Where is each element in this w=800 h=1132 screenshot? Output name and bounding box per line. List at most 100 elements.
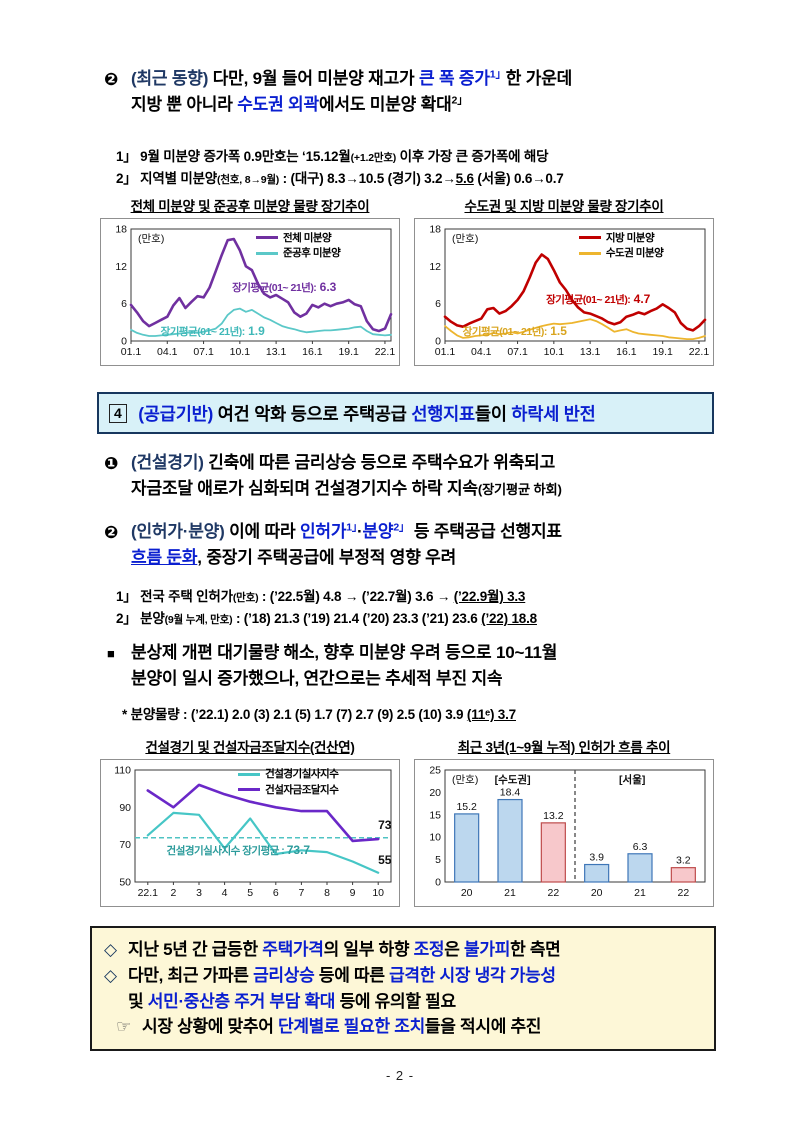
figure-construction-index: 건설경기 및 건설자금조달지수(건산연) 50 70 90 110 22.1 2 3 4 5 6 7… [100,736,400,907]
square-bullet-icon: ■ [107,646,115,661]
text-run: * 분양물량 : (’22.1) 2.0 (3) 2.1 (5) 1.7 (7)… [122,707,467,722]
legend-line-swatch [578,236,601,240]
x-tick-label: 7 [298,887,304,899]
x-tick-label: 6 [273,887,279,899]
bar [454,813,480,883]
paragraph-text: (최근 동향) 다만, 9월 들어 미분양 재고가 큰 폭 증가1」한 가운데 지… [131,68,572,114]
chart-annotation: 55 [378,853,392,868]
plot-border [130,228,392,342]
text-run: 2」 [393,521,410,534]
chart-region-unsold: 0 6 12 18 (만호) 01.1 04.1 07.1 10.1 13.1 16.1 19.1 22… [414,218,714,366]
text-run: 이에 따라 [224,522,300,541]
paragraph-text: 분상제 개편 대기물량 해소, 향후 미분양 우려 등으로 10~11월 분양이 … [131,643,557,688]
text-run: 주택가격 [262,940,324,959]
y-tick-label: 20 [429,787,441,799]
text-run: 에서도 미분양 확대 [318,94,452,114]
text-run: (인허가·분양) [131,522,225,541]
text-run: 불가피 [464,940,511,959]
page-number: - 2 - [385,1068,415,1083]
legend-label: 지방 미분양 [605,231,655,244]
figure-region-unsold: 수도권 및 지방 미분양 물량 장기추이 0 6 12 18 (만호) 01.1 04.1 0… [414,195,714,366]
text-run: 들이 [474,404,512,424]
y-tick-label: 0 [435,877,441,889]
text-run: 서민·중산층 주거 부담 확대 [147,991,336,1011]
text-run: 등 주택공급 선행지표 [409,522,562,541]
section-header-supply-base: 4 (공급기반) 여건 악화 등으로 주택공급 선행지표들이 하락세 반전 [97,392,714,434]
summary-text: 다만, 최근 가파른 금리상승 등에 따른 급격한 시장 냉각 가능성 및 서민·… [128,966,556,1011]
text-run: 한 측면 [510,940,561,959]
chart-annotation: 장기평균(01~ 21년): 4.7 [546,292,651,306]
line-chart: 0 6 12 18 (만호) 01.1 04.1 07.1 10.1 13.1 16.1 19.1 22… [429,224,709,359]
x-tick-label: 01.1 [121,346,142,358]
footnote-1: 1」 9월 미분양 증가폭 0.9만호는 ‘15.12월(+1.2만호) 이후 … [116,146,726,168]
summary-box: ◇ 지난 5년 간 급등한 주택가격의 일부 하향 조정은 불가피한 측면 ◇ … [90,926,716,1052]
x-tick-label: 10.1 [544,346,565,358]
text-run: : (’18) 21.3 (’19) 21.4 (’20) 23.3 (’21)… [232,611,482,626]
text-run: (장기평균 하회) [477,481,562,497]
text-run: , 중장기 주택공급에 부정적 영향 우려 [197,547,457,567]
text-run: 분양이 일시 증가했으나, 연간으로는 추세적 부진 지속 [131,668,503,688]
text-run: 지난 5년 간 급등한 [128,940,263,959]
series-line [443,253,707,332]
legend-line-swatch [255,236,278,240]
text-run: 인허가 [299,522,347,541]
chart-title: 건설경기 및 건설자금조달지수(건산연) [145,740,355,755]
paragraph-sale-outlook: ■ 분상제 개편 대기물량 해소, 향후 미분양 우려 등으로 10~11월 분양… [107,640,731,691]
bullet-2-icon: ❷ [104,70,119,89]
diamond-bullet-icon: ◇ [104,940,117,959]
text-run: 이후 가장 큰 증가폭에 해당 [396,149,549,164]
series-line [129,237,393,333]
text-run: (+1.2만호) [350,152,397,164]
text-run: : (대구) 8.3→10.5 (경기) 3.2→ [279,171,456,186]
legend-line-swatch [578,251,601,255]
y-tick-label: 0 [435,336,441,348]
series-line [146,783,380,843]
text-run: 자금조달 애로가 심화되며 건설경기지수 하락 지속 [131,478,478,498]
x-tick-label: 04.1 [157,346,178,358]
unit-label: (만호) [452,233,478,245]
chart-annotation: 73 [378,818,392,833]
x-tick-label: 16.1 [616,346,637,358]
y-tick-label: 15 [429,809,441,821]
chart-legend: 건설경기실사지수 건설자금조달지수 [238,767,339,797]
legend-item: 지방 미분양 [578,231,663,246]
x-tick-label: 04.1 [471,346,492,358]
bar [497,798,523,883]
text-run: 1」 [489,68,506,81]
note-text: * 분양물량 : (’22.1) 2.0 (3) 2.1 (5) 1.7 (7)… [122,707,516,722]
text-run: 들을 적시에 추진 [424,1017,542,1037]
footnote-text: 2」 분양(9월 누계, 만호) : (’18) 21.3 (’19) 21.4… [116,611,537,626]
chart-total-unsold: 0 6 12 18 (만호) 01.1 04.1 07.1 10.1 13.1 16.1 19.1 22… [100,218,400,366]
x-tick-label: 19.1 [338,346,359,358]
chart-annotation: 장기평균(01~ 21년): 6.3 [232,280,337,295]
text-run: 지방 뿐 아니라 [131,94,238,114]
text-run: 흐름 둔화 [131,547,198,567]
chart-title: 최근 3년(1~9월 누적) 인허가 흐름 추이 [457,740,671,755]
legend-label: 준공후 미분양 [282,246,341,259]
section-number-box: 4 [109,404,127,423]
y-tick-label: 50 [119,877,131,889]
chart-annotation: 건설경기실사지수 장기평균 : 73.7 [166,843,311,858]
x-tick-label: 8 [324,887,330,899]
x-tick-label: 10 [372,887,384,899]
text-run: 분양 [362,522,394,541]
section-header-text: (공급기반) 여건 악화 등으로 주택공급 선행지표들이 하락세 반전 [138,404,596,424]
text-run: 2」 [451,93,468,106]
legend-line-swatch [255,251,278,255]
series-line [130,307,392,337]
unit-label: (만호) [138,233,164,245]
x-tick-label: 07.1 [193,346,214,358]
x-tick-label: 01.1 [435,346,456,358]
y-tick-label: 18 [429,224,441,236]
legend-item: 준공후 미분양 [255,246,341,261]
text-run: 1」 9월 미분양 증가폭 0.9만호는 ‘15.12월 [116,149,351,164]
bullet-2-icon: ❷ [104,523,119,542]
y-tick-label: 5 [435,854,441,866]
bar-value-label: 3.2 [676,855,691,867]
bar-value-label: 18.4 [500,787,521,799]
legend-label: 건설자금조달지수 [265,783,339,796]
summary-text: 시장 상황에 맞추어 단계별로 필요한 조치들을 적시에 추진 [142,1017,541,1036]
x-tick-label: 10.1 [230,346,251,358]
bar [540,822,566,883]
